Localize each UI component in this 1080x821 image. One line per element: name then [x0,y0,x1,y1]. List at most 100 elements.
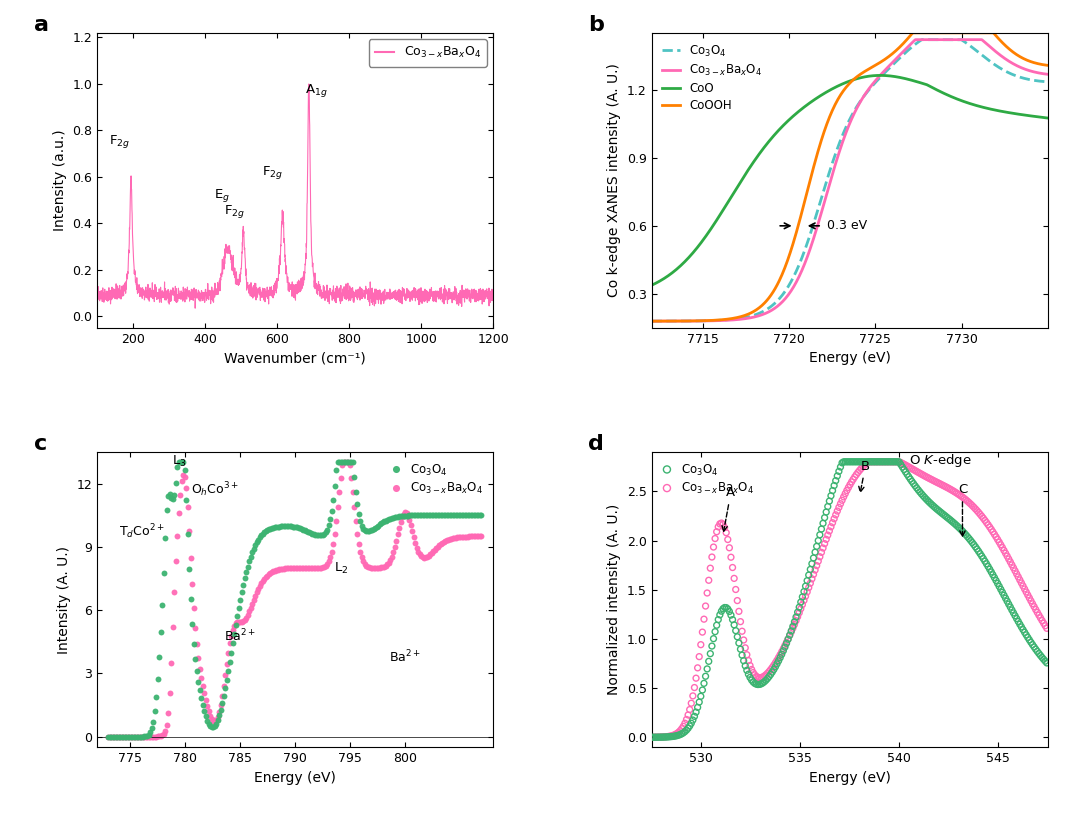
Co$_3$O$_4$ [693,683,711,696]
Co$_{3-x}$Ba$_x$O$_4$ [962,498,980,511]
Co$_3$O$_4$ [405,509,422,522]
Co$_{3-x}$Ba$_x$O$_4$ [814,541,832,554]
Co$_3$O$_4$ [285,521,302,534]
Co$_{3-x}$Ba$_x$O$_4$ [686,681,703,694]
Co$_3$O$_4$ [451,509,469,522]
Co$_{3-x}$Ba$_x$O$_4$ [1034,614,1051,627]
Co$_3$O$_4$ [744,676,761,689]
Co$_{3-x}$Ba$_x$O$_4$ [153,729,171,742]
Co$_{3-x}$Ba$_x$O$_4$ [408,541,426,554]
Co$_{3-x}$Ba$_x$O$_4$ [197,694,214,707]
Co$_3$O$_4$ [346,470,363,484]
Co$_3$O$_4$ [713,604,730,617]
Co$_3$O$_4$ [764,666,781,679]
Co$_3$O$_4$ [226,628,243,641]
Co$_{3-x}$Ba$_x$O$_4$ [158,718,175,731]
Co$_{3-x}$Ba$_x$O$_4$ [651,731,669,744]
Y-axis label: Co k-edge XANES intensity (A. U.): Co k-edge XANES intensity (A. U.) [607,63,621,297]
Co$_{3-x}$Ba$_x$O$_4$ [434,536,451,549]
Co$_3$O$_4$ [251,531,268,544]
Co$_{3-x}$Ba$_x$O$_4$ [119,730,136,743]
Co$_3$O$_4$ [338,456,355,469]
Co$_3$O$_4$ [919,494,936,507]
Co$_3$O$_4$ [692,690,710,703]
Co$_{3-x}$Ba$_x$O$_4$ [939,481,956,494]
Co$_3$O$_4$ [872,455,889,468]
Co$_3$O$_4$ [231,594,248,607]
Co$_{3-x}$Ba$_x$O$_4$ [841,478,859,491]
Co$_{3-x}$Ba$_x$O$_4$ [330,486,348,499]
Co$_3$O$_4$ [307,528,324,541]
Co$_{3-x}$Ba$_x$O$_4$ [740,654,757,667]
Co$_{3-x}$Ba$_x$O$_4$ [1011,573,1028,586]
Co$_3$O$_4$ [921,496,939,509]
Co$_3$O$_4$ [239,560,256,573]
Co$_3$O$_4$ [983,566,1000,579]
Co$_3$O$_4$ [469,509,486,522]
Co$_{3-x}$Ba$_x$O$_4$ [1007,564,1024,577]
Co$_3$O$_4$ [1023,635,1040,649]
Co$_{3-x}$Ba$_x$O$_4$ [807,563,824,576]
Legend: Co$_3$O$_4$, Co$_{3-x}$Ba$_x$O$_4$, CoO, CoOOH: Co$_3$O$_4$, Co$_{3-x}$Ba$_x$O$_4$, CoO,… [658,39,767,117]
Co$_{3-x}$Ba$_x$O$_4$ [184,577,201,590]
Co$_{3-x}$Ba$_x$O$_4$ [804,572,821,585]
Co$_{3-x}$Ba$_x$O$_4$ [926,475,943,488]
Co$_3$O$_4$ [780,633,797,646]
Co$_{3-x}$Ba$_x$O$_4$ [1030,608,1048,621]
Co$_{3-x}$Ba$_x$O$_4$ [113,730,131,743]
Co$_{3-x}$Ba$_x$O$_4$ [249,582,267,595]
Co$_{3-x}$Ba$_x$O$_4$ [864,455,881,468]
Co$_3$O$_4$ [891,456,908,469]
Y-axis label: Normalized intensity (A. U.): Normalized intensity (A. U.) [607,504,621,695]
Co$_{3-x}$Ba$_x$O$_4$ [175,468,192,481]
Co$_3$O$_4$ [123,730,140,743]
Co$_3$O$_4$ [245,542,262,555]
Co$_3$O$_4$ [400,509,417,522]
Co$_3$O$_4$ [435,509,453,522]
Co$_3$O$_4$ [935,508,953,521]
Co$_3$O$_4$ [377,514,394,527]
Co$_3$O$_4$ [876,455,893,468]
Co$_{3-x}$Ba$_x$O$_4$ [207,713,225,727]
CoO [921,80,934,90]
Co$_3$O$_4$ [256,525,273,539]
Co$_{3-x}$Ba$_x$O$_4$ [427,543,444,556]
Co$_3$O$_4$ [447,509,464,522]
CoO [1058,115,1071,125]
Co$_3$O$_4$ [140,728,158,741]
Co$_3$O$_4$ [903,475,920,488]
Co$_3$O$_4$ [792,595,809,608]
Co$_3$O$_4$ [424,509,442,522]
Co$_{3-x}$Ba$_x$O$_4$ [693,626,711,639]
Co$_{3-x}$Ba$_x$O$_4$ [942,483,959,496]
Co$_3$O$_4$ [110,730,127,743]
Co$_{3-x}$Ba$_x$O$_4$ [210,710,227,723]
Co$_{3-x}$Ba$_x$O$_4$ [332,471,349,484]
Co$_3$O$_4$ [234,579,252,592]
Co$_{3-x}$Ba$_x$O$_4$ [1003,558,1021,571]
Co$_{3-x}$Ba$_x$O$_4$ [717,526,734,539]
Co$_3$O$_4$ [916,491,933,504]
Co$_3$O$_4$ [651,731,669,744]
Co$_{3-x}$Ba$_x$O$_4$ [673,722,690,736]
Co$_{3-x}$Ba$_x$O$_4$ [989,533,1007,546]
Co$_3$O$_4$ [696,677,713,690]
Co$_{3-x}$Ba$_x$O$_4$ [221,637,239,650]
Co$_{3-x}$Ba$_x$O$_4$ [648,731,665,744]
Text: A$_{1g}$: A$_{1g}$ [306,82,328,99]
Co$_{3-x}$Ba$_x$O$_4$ [777,639,794,652]
Co$_3$O$_4$ [760,670,778,683]
Co$_{3-x}$Ba$_x$O$_4$ [365,562,382,575]
Co$_{3-x}$Ba$_x$O$_4$ [760,665,778,678]
Co$_3$O$_4$ [162,491,179,504]
Co$_3$O$_4$ [373,517,390,530]
Co$_3$O$_4$ [351,514,368,527]
Co$_{3-x}$Ba$_x$O$_4$ [900,461,917,474]
Co$_{3-x}$Ba$_x$O$_4$ [791,606,808,619]
Co$_3$O$_4$ [886,455,903,468]
Co$_{3-x}$Ba$_x$O$_4$ [649,731,666,744]
Co$_3$O$_4$ [206,719,224,732]
Co$_3$O$_4$ [972,547,989,560]
Co$_3$O$_4$ [949,520,967,533]
Co$_3$O$_4$ [1027,643,1044,656]
